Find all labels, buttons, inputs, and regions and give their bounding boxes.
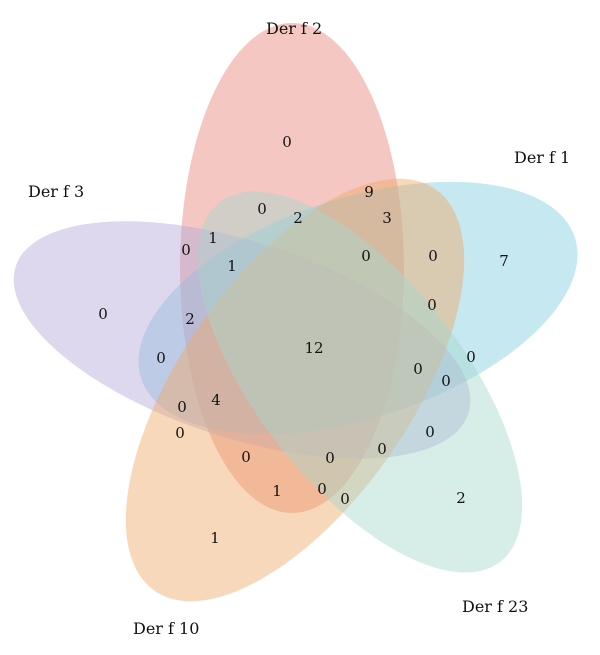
region-count: 0 [257, 200, 267, 218]
region-count: 2 [456, 489, 466, 507]
region-count: 1 [210, 529, 220, 547]
region-count: 0 [427, 296, 437, 314]
region-count: 2 [185, 310, 195, 328]
set-ellipse-der-f-10 [125, 178, 465, 602]
region-count: 0 [325, 449, 335, 467]
region-count: 0 [241, 448, 251, 466]
region-count: 0 [317, 480, 327, 498]
set-ellipse-der-f-23 [197, 191, 523, 573]
region-count: 0 [156, 349, 166, 367]
region-count: 0 [282, 133, 292, 151]
region-count: 7 [499, 252, 509, 270]
region-count: 3 [382, 209, 392, 227]
region-count: 0 [361, 247, 371, 265]
set-ellipse-der-f-2 [180, 23, 404, 513]
region-count: 1 [208, 229, 218, 247]
region-count: 0 [181, 241, 191, 259]
region-count: 0 [377, 440, 387, 458]
region-count: 0 [175, 424, 185, 442]
region-count: 2 [293, 209, 303, 227]
set-label-der-f-3: Der f 3 [28, 182, 84, 201]
set-label-der-f-2: Der f 2 [266, 19, 322, 38]
region-count: 9 [364, 183, 374, 201]
region-count: 0 [340, 490, 350, 508]
region-counts: 0 7 0 1 2 12 9 3 0 2 0 0 0 0 1 1 0 2 0 0… [98, 133, 509, 547]
set-label-der-f-10: Der f 10 [133, 619, 199, 638]
set-label-der-f-1: Der f 1 [514, 148, 570, 167]
region-count: 4 [211, 391, 221, 409]
region-count: 0 [466, 348, 476, 366]
set-ellipses [13, 23, 578, 602]
region-count: 1 [227, 257, 237, 275]
region-count: 1 [272, 482, 282, 500]
region-count: 0 [98, 305, 108, 323]
region-count: 0 [425, 423, 435, 441]
set-ellipse-der-f-1 [138, 181, 578, 435]
set-ellipse-der-f-3 [13, 221, 471, 459]
region-count: 0 [177, 398, 187, 416]
region-count: 0 [428, 247, 438, 265]
region-count: 0 [413, 360, 423, 378]
set-label-der-f-23: Der f 23 [462, 597, 528, 616]
region-count: 12 [304, 339, 323, 357]
region-count: 0 [441, 372, 451, 390]
